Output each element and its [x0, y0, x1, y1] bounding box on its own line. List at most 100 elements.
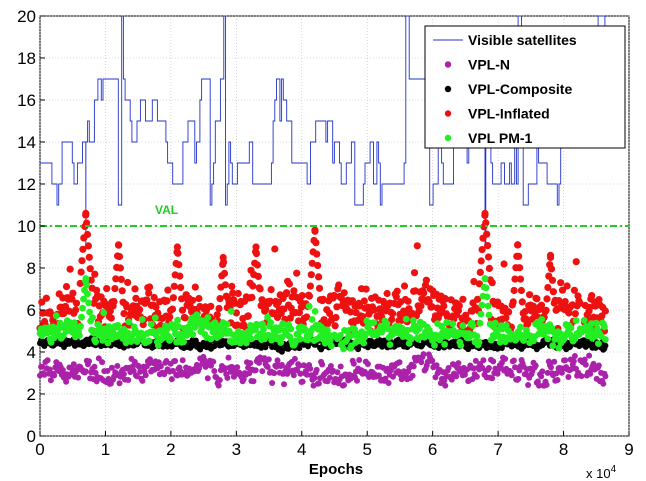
x-tick-label: 5 — [362, 440, 371, 459]
vpl-inflated-marker — [132, 294, 140, 302]
legend-label: VPL-N — [468, 57, 510, 73]
vpl-n-marker — [532, 362, 539, 369]
vpl-inflated-marker — [234, 289, 242, 298]
vpl-inflated-peak-marker — [481, 209, 489, 217]
vpl-inflated-marker — [470, 278, 478, 286]
vpl-pm1-marker — [114, 321, 122, 329]
vpl-inflated-marker — [484, 253, 493, 261]
vpl-inflated-marker — [561, 298, 569, 306]
vpl-n-marker — [47, 377, 54, 384]
vpl-inflated-marker — [146, 283, 154, 291]
vpl-n-marker — [590, 360, 597, 367]
vpl-pm1-marker — [540, 330, 548, 338]
vpl-inflated-marker — [170, 282, 178, 290]
vpl-n-marker — [240, 376, 247, 383]
vpl-inflated-marker — [174, 249, 182, 257]
vpl-inflated-marker — [420, 289, 428, 297]
vpl-inflated-marker — [95, 302, 103, 310]
vpl-inflated-peak-marker — [252, 243, 260, 251]
vpl-inflated-marker — [517, 286, 526, 295]
vpl-n-marker — [544, 369, 551, 376]
vpl-n-marker — [278, 361, 285, 368]
vpl-inflated-marker — [510, 286, 518, 295]
vpl-inflated-marker — [176, 272, 184, 280]
vpl-n-marker — [75, 374, 82, 381]
vpl-pm1-marker — [478, 301, 486, 309]
vpl-inflated-marker — [249, 282, 257, 290]
vpl-inflated-marker — [120, 310, 128, 318]
vpl-pm1-marker — [264, 313, 271, 321]
vpl-inflated-marker — [103, 285, 111, 293]
vpl-n-marker — [136, 363, 143, 370]
vpl-inflated-marker — [428, 303, 436, 311]
val-layer: VAL — [40, 203, 629, 227]
vpl-inflated-marker — [413, 242, 421, 250]
vpl-n-marker — [364, 361, 371, 367]
vpl-pm1-marker — [277, 339, 285, 346]
vpl-inflated-marker — [306, 282, 314, 290]
vpl-inflated-marker — [529, 302, 537, 310]
vpl-inflated-marker — [518, 298, 526, 306]
vpl-inflated-marker — [191, 283, 199, 291]
vpl-inflated-marker — [308, 259, 316, 267]
vpl-inflated-marker — [244, 312, 252, 320]
y-tick-label: 4 — [27, 343, 36, 362]
vpl-n-marker — [157, 363, 164, 370]
x-tick-label: 9 — [624, 440, 633, 459]
vpl-n-marker — [179, 357, 186, 364]
vpl-inflated-marker — [601, 307, 610, 315]
vpl-n-marker — [311, 375, 318, 381]
vpl-inflated-marker — [388, 315, 396, 324]
vpl-inflated-marker — [548, 276, 557, 284]
vpl-inflated-marker — [358, 312, 367, 321]
vpl-pm1-marker — [259, 320, 266, 328]
vpl-n-marker — [502, 355, 509, 362]
vpl-inflated-marker — [404, 297, 412, 305]
vpl-pm1-marker — [457, 342, 465, 349]
vpl-n-marker — [473, 373, 480, 380]
vpl-pm1-marker — [469, 322, 477, 329]
vpl-n-marker — [274, 357, 281, 364]
vpl-pm1-peak-marker — [481, 275, 489, 282]
vpl-inflated-marker — [252, 250, 261, 258]
vpl-inflated-marker — [356, 302, 364, 310]
vpl-pm1-marker — [287, 325, 295, 333]
y-tick-label: 16 — [17, 91, 36, 110]
vpl-n-marker — [281, 381, 287, 388]
visible-satellites-line — [40, 15, 606, 248]
y-tick-label: 0 — [27, 427, 36, 446]
vpl-inflated-marker — [595, 296, 603, 304]
vpl-inflated-peak-marker — [114, 241, 123, 249]
legend-label: VPL PM-1 — [468, 130, 533, 146]
vpl-pm1-marker — [211, 319, 219, 326]
vpl-pm1-marker — [431, 342, 438, 349]
vpl-inflated-marker — [477, 257, 485, 265]
vpl-inflated-marker — [118, 287, 126, 295]
vpl-inflated-peak-marker — [514, 241, 522, 249]
vpl-inflated-marker — [340, 289, 348, 297]
vpl-pm1-marker — [473, 332, 481, 340]
vpl-pm1-marker — [78, 313, 85, 321]
vpl-n-marker — [510, 357, 517, 364]
vpl-n-marker — [91, 363, 98, 370]
x-tick-label: 6 — [428, 440, 437, 459]
vpl-n-marker — [44, 357, 51, 364]
x-axis-label: Epochs — [309, 461, 363, 478]
vpl-inflated-marker — [78, 257, 86, 265]
vpl-n-marker — [382, 375, 389, 382]
vpl-pm1-marker — [409, 317, 417, 324]
vpl-n-marker — [334, 369, 341, 376]
vpl-pm1-marker — [438, 322, 445, 330]
vpl-inflated-marker — [549, 288, 558, 296]
vpl-inflated-marker — [537, 301, 546, 309]
vpl-inflated-marker — [542, 306, 550, 314]
vpl-inflated-marker — [93, 286, 101, 294]
vpl-inflated-marker — [389, 310, 397, 318]
legend-marker-swatch — [444, 61, 452, 68]
vpl-pm1-marker — [79, 304, 86, 312]
vpl-inflated-marker — [315, 273, 323, 281]
vpl-inflated-marker — [557, 279, 565, 287]
vpl-n-marker — [264, 364, 271, 370]
vpl-inflated-marker — [478, 246, 486, 254]
